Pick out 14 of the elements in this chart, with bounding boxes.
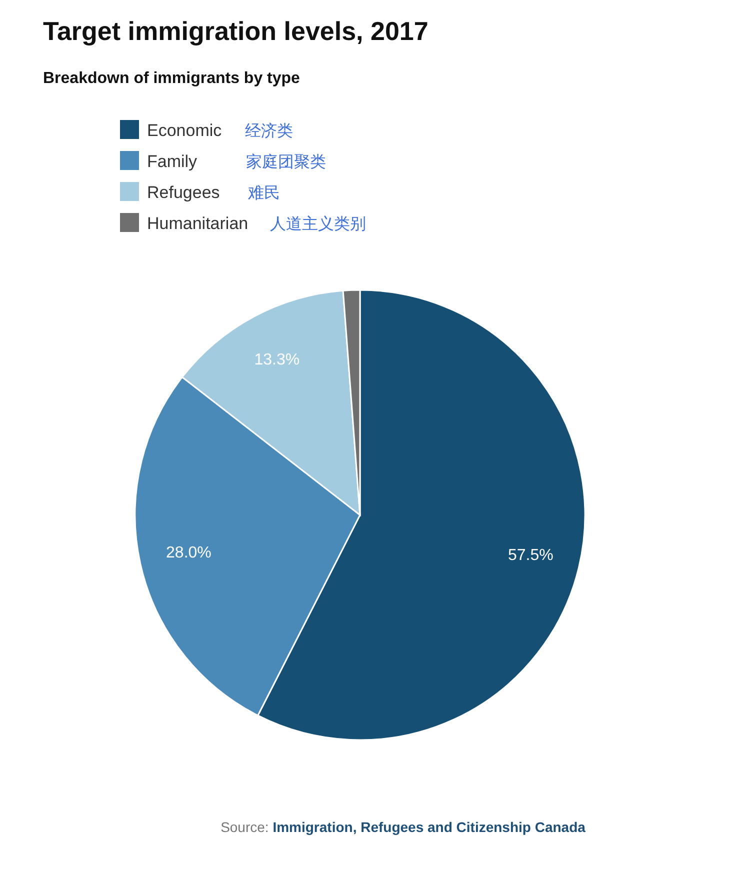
data-label: 13.3%: [254, 352, 300, 369]
text: 家庭团聚类: [246, 152, 326, 171]
chart-subtitle: Breakdown of immigrants by type: [43, 70, 300, 87]
legend-label: Economic: [147, 121, 222, 140]
text: 经济类: [245, 121, 293, 140]
data-label: 57.5%: [508, 547, 554, 564]
text: 难民: [247, 183, 280, 202]
data-label: 28.0%: [166, 544, 212, 562]
legend-label: Humanitarian: [147, 214, 248, 233]
chart-title: Target immigration levels, 2017: [43, 16, 428, 46]
source-note: Source: Immigration, Refugees and Citizenship Canada: [220, 819, 586, 835]
legend-label: Family: [147, 152, 198, 171]
legend-label: Refugees: [147, 183, 220, 202]
text: 人道主义类别: [270, 214, 366, 233]
